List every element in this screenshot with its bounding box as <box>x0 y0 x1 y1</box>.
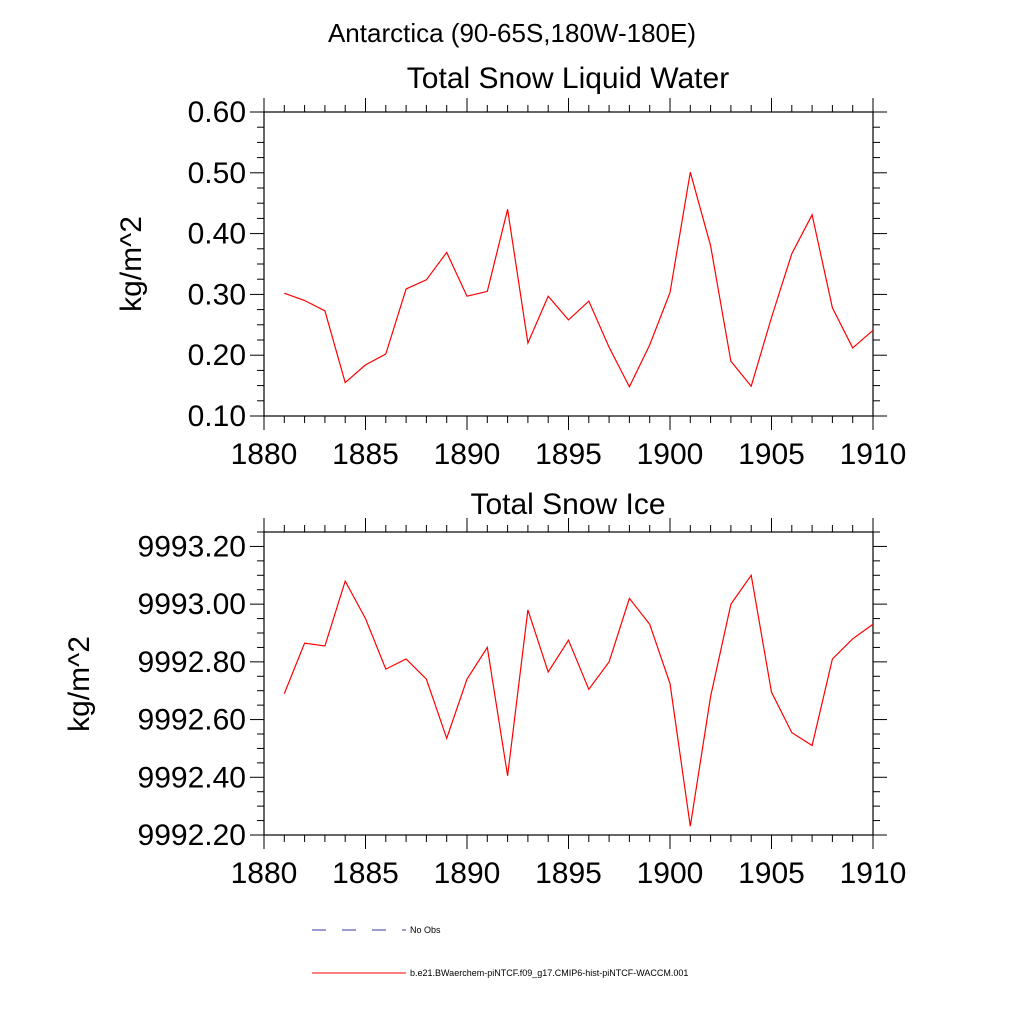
x-tick-label: 1890 <box>434 438 501 471</box>
x-tick-label: 1880 <box>231 438 298 471</box>
x-tick-label: 1910 <box>840 438 907 471</box>
y-tick-label: 9993.00 <box>138 588 246 621</box>
x-tick-label: 1910 <box>840 857 907 890</box>
y-axis-label: kg/m^2 <box>63 636 96 732</box>
x-tick-label: 1900 <box>637 438 704 471</box>
y-tick-label: 9992.80 <box>138 646 246 679</box>
y-tick-label: 9992.40 <box>138 761 246 794</box>
y-tick-label: 9992.60 <box>138 704 246 737</box>
x-tick-label: 1900 <box>637 857 704 890</box>
y-tick-label: 0.20 <box>188 339 246 372</box>
suptitle: Antarctica (90-65S,180W-180E) <box>328 18 696 48</box>
chart-title: Total Snow Liquid Water <box>407 62 729 95</box>
x-tick-label: 1890 <box>434 857 501 890</box>
y-tick-label: 9992.20 <box>138 819 246 852</box>
legend-obs-label: No Obs <box>410 925 441 935</box>
x-tick-label: 1885 <box>332 438 399 471</box>
legend-model-label: b.e21.BWaerchem-piNTCF.f09_g17.CMIP6-his… <box>410 968 688 978</box>
series-line <box>284 172 874 389</box>
y-tick-label: 0.50 <box>188 157 246 190</box>
panel-snow-ice: Total Snow Ice kg/m^2 1880 1885 1890 1895 19… <box>63 488 906 890</box>
y-tick-label: 0.60 <box>188 96 246 129</box>
x-tick-label: 1905 <box>738 438 805 471</box>
panel-snow-liquid-water: Total Snow Liquid Water kg/m^2 1880 1885 1… <box>115 62 906 471</box>
x-tick-label: 1880 <box>231 857 298 890</box>
legend: No Obs b.e21.BWaerchem-piNTCF.f09_g17.CM… <box>312 925 688 978</box>
plot-frame <box>263 111 874 417</box>
y-tick-label: 0.40 <box>188 218 246 251</box>
y-tick-label: 9993.20 <box>138 530 246 563</box>
x-tick-label: 1895 <box>535 438 602 471</box>
y-tick-label: 0.10 <box>188 400 246 433</box>
y-tick-label: 0.30 <box>188 278 246 311</box>
x-tick-label: 1905 <box>738 857 805 890</box>
y-axis-label: kg/m^2 <box>115 216 148 312</box>
x-tick-label: 1895 <box>535 857 602 890</box>
x-tick-label: 1885 <box>332 857 399 890</box>
plot-frame <box>263 531 874 836</box>
chart-title: Total Snow Ice <box>470 488 665 521</box>
series-line <box>283 573 874 827</box>
